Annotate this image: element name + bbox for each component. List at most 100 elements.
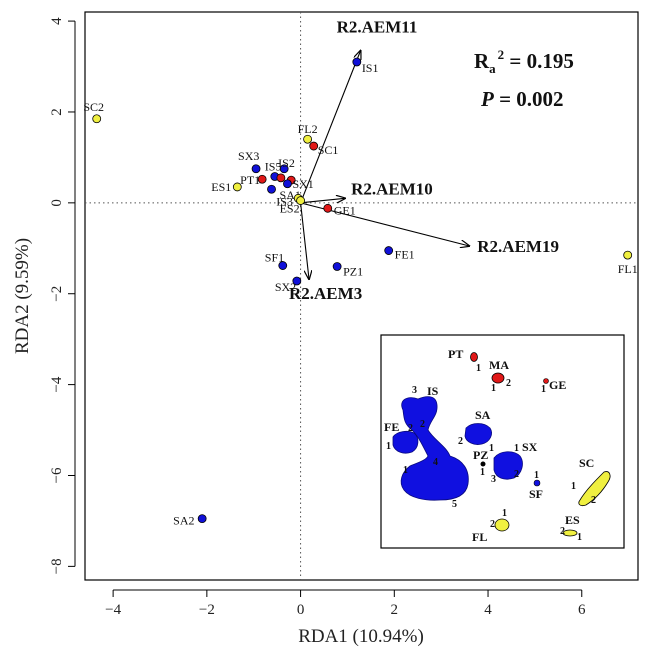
inset-site-is-4: 4	[433, 457, 438, 468]
inset-label-ge: GE	[549, 378, 566, 392]
inset-site-ma-1: 1	[491, 383, 496, 394]
island-sf-shape	[533, 479, 541, 487]
inset-site-sx-3: 3	[491, 474, 496, 485]
site-label-is1: IS1	[362, 61, 379, 75]
inset-site-sx-1: 1	[514, 443, 519, 454]
y-axis-title: RDA2 (9.59%)	[12, 238, 33, 354]
inset-site-fe-1: 1	[386, 441, 391, 452]
r2-superscript: 2	[498, 47, 505, 62]
site-label-fl2: FL2	[298, 122, 318, 136]
site-label-fl1: FL1	[618, 262, 638, 276]
y-tick-label: −6	[49, 467, 65, 483]
site-point-sc2	[92, 114, 102, 124]
site-label-pt1: PT1	[240, 173, 260, 187]
arrow-label-r2-aem19: R2.AEM19	[477, 237, 559, 256]
island-ge-shape	[543, 378, 549, 384]
site-point-fl1	[623, 250, 633, 260]
inset-site-sx-2: 2	[514, 469, 519, 480]
site-point-pz1	[332, 262, 342, 271]
site-label-sc1: SC1	[318, 143, 339, 157]
island-fl-shape	[494, 518, 510, 532]
site-point-sx1	[283, 179, 292, 189]
site-label-sx1: SX1	[292, 177, 313, 191]
inset-site-sc-1: 1	[571, 481, 576, 492]
site-point-sa2	[197, 514, 207, 524]
r2-statistic: Ra2 = 0.195	[474, 47, 574, 76]
site-label-sc2: SC2	[83, 100, 104, 114]
site-point-sf1	[278, 261, 288, 270]
arrow-r2-aem11	[300, 51, 361, 204]
site-point-sc1	[309, 141, 319, 151]
inset-site-is-3: 3	[412, 385, 417, 396]
x-axis: −4 −2 0 2 4 6	[105, 589, 586, 618]
r2-subscript: a	[489, 61, 496, 76]
site-point-sa1	[267, 184, 276, 194]
site-label-sx2: SX2	[275, 280, 296, 294]
inset-site-fl-2: 2	[490, 519, 495, 530]
site-label-sx3: SX3	[238, 149, 259, 163]
inset-site-pz-1: 1	[480, 467, 485, 478]
inset-label-pz: PZ	[473, 448, 488, 462]
island-sx-shape	[493, 451, 523, 480]
inset-site-sc-2: 2	[591, 495, 596, 506]
island-sc-shape	[578, 471, 611, 507]
inset-site-sa-1: 1	[489, 443, 494, 454]
x-tick-label: 4	[484, 602, 492, 618]
island-ma-shape	[491, 372, 505, 384]
site-point-sx2	[292, 276, 302, 286]
site-label-sa2: SA2	[173, 514, 194, 528]
island-pt-shape	[470, 352, 478, 362]
inset-label-sc: SC	[579, 456, 594, 470]
inset-site-es-1: 1	[577, 532, 582, 543]
site-label-pz1: PZ1	[343, 264, 363, 278]
arrow-r2-aem10	[300, 198, 346, 204]
arrow-r2-aem3	[300, 202, 309, 279]
site-point-es2	[296, 196, 305, 205]
island-es-shape	[562, 529, 578, 537]
inset-label-sx: SX	[522, 440, 538, 454]
inset-site-ma-2: 2	[506, 378, 511, 389]
inset-site-pt-1: 1	[476, 363, 481, 374]
site-point-es1	[232, 182, 242, 192]
site-point-is1	[352, 57, 362, 67]
site-point-pt1	[257, 174, 267, 184]
site-label-es1: ES1	[211, 180, 231, 194]
inset-label-is: IS	[427, 384, 439, 398]
y-axis: −8 −6 −4 −2 0 2 4	[49, 17, 76, 574]
site-label-is2: IS2	[278, 156, 295, 170]
y-tick-label: 4	[49, 17, 65, 25]
inset-site-is-1: 1	[403, 465, 408, 476]
x-tick-label: 0	[297, 602, 305, 618]
inset-site-fl-1: 1	[502, 508, 507, 519]
x-tick-label: −2	[199, 602, 215, 618]
x-axis-title: RDA1 (10.94%)	[298, 626, 424, 647]
site-label-es2: ES2	[280, 202, 300, 216]
site-point-ge1	[323, 203, 333, 213]
r2-symbol: R	[474, 49, 490, 73]
p-symbol: P	[480, 87, 494, 111]
x-tick-label: 6	[578, 602, 586, 618]
site-point-sx3	[251, 164, 261, 174]
site-label-fe1: FE1	[395, 248, 415, 262]
inset-site-ge-1: 1	[541, 384, 546, 395]
site-label-ge1: GE1	[334, 203, 356, 217]
site-point	[276, 173, 286, 183]
site-label-is3: IS3	[276, 194, 293, 208]
y-tick-label: −4	[49, 376, 65, 392]
y-tick-label: 2	[49, 108, 65, 116]
inset-label-es: ES	[565, 513, 580, 527]
inset-label-fl: FL	[472, 530, 487, 544]
inset-site-sf-1: 1	[534, 470, 539, 481]
site-point-fe1	[384, 246, 394, 255]
island-fe-shape	[392, 430, 419, 454]
p-value: = 0.002	[494, 87, 564, 111]
p-statistic: P = 0.002	[480, 87, 564, 111]
inset-label-pt: PT	[448, 347, 463, 361]
inset-site-is-5: 5	[452, 499, 457, 510]
site-point-is2	[279, 164, 289, 174]
inset-label-ma: MA	[489, 358, 509, 372]
r2-value: = 0.195	[504, 49, 574, 73]
island-pz-shape	[480, 461, 486, 467]
